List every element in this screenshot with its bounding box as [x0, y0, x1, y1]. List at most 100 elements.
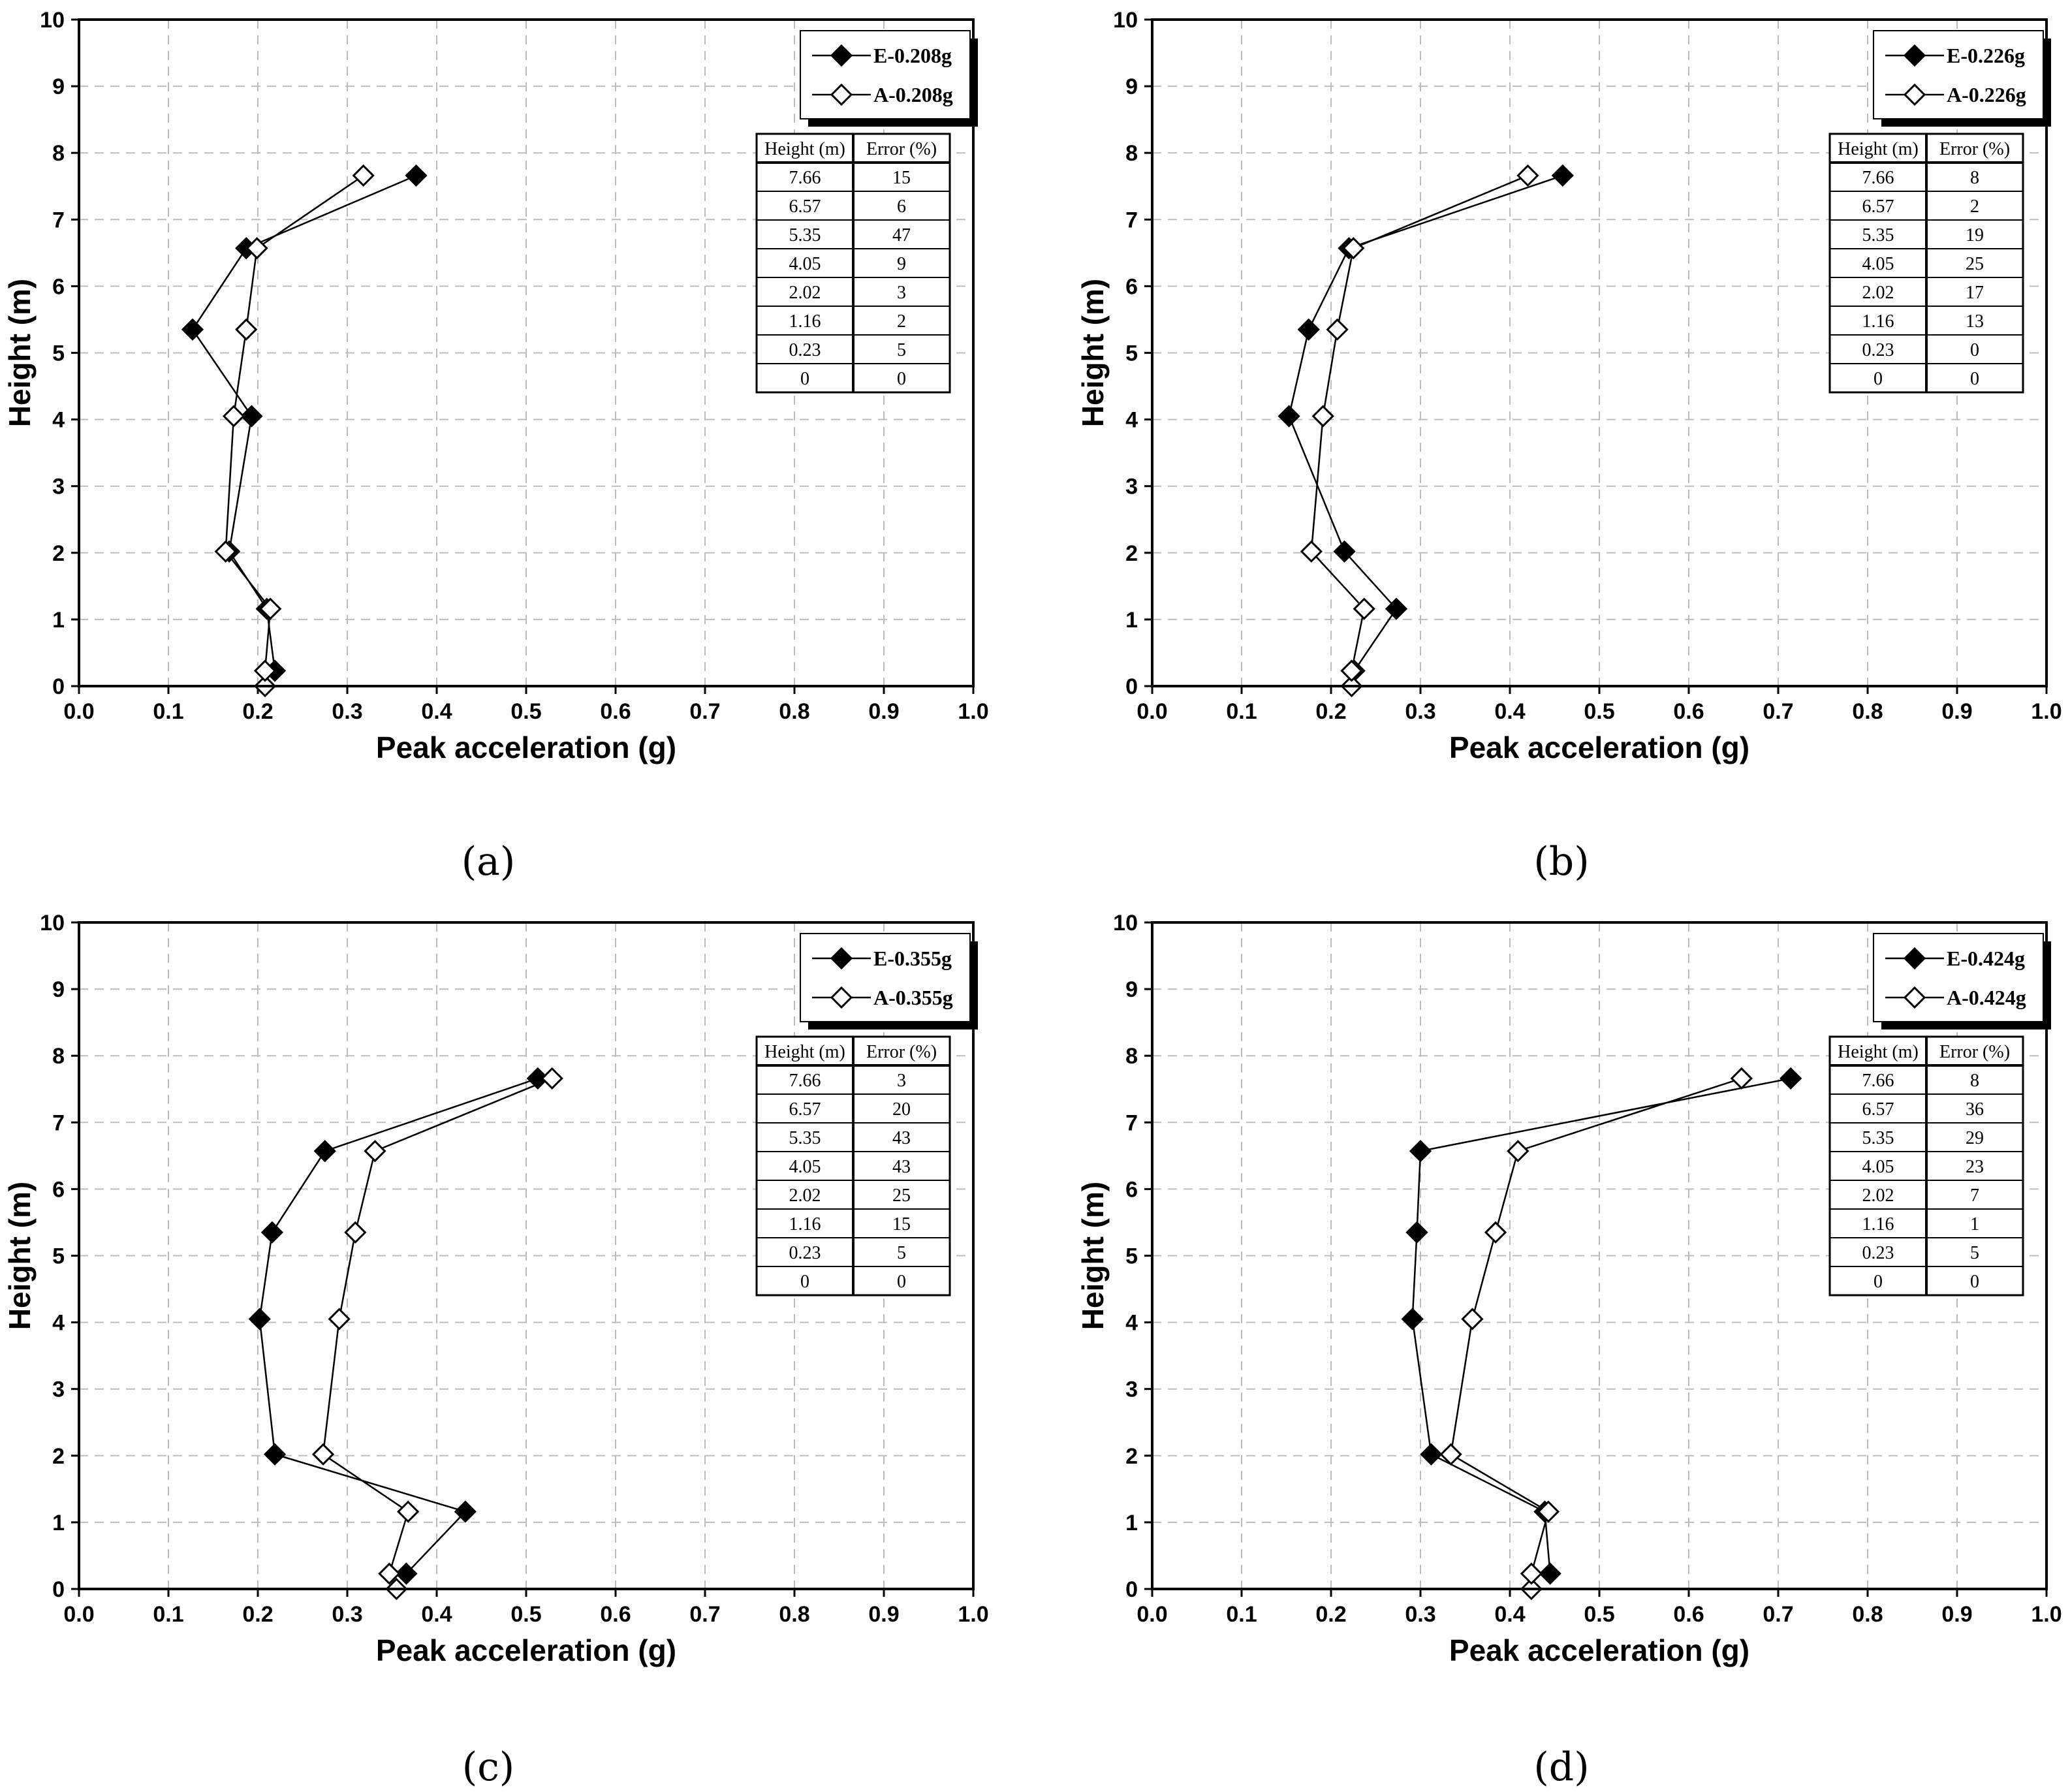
panel-caption: (c) [462, 1744, 514, 1790]
legend: E-0.208g A-0.208g [800, 30, 978, 127]
table-cell: 25 [892, 1186, 911, 1206]
y-tick-label: 6 [52, 274, 65, 299]
x-tick-label: 0.4 [421, 699, 452, 724]
y-axis-label: Height (m) [3, 279, 37, 427]
plot-frame [78, 18, 975, 687]
y-tick-label: 7 [52, 208, 65, 232]
data-point-A-0.355g [397, 1500, 420, 1523]
x-tick-label: 1.0 [958, 699, 988, 724]
table-cell: 7.66 [1862, 168, 1894, 188]
legend-label: A-0.208g [873, 83, 953, 106]
table-cell: 1.16 [1862, 311, 1894, 332]
x-tick-label: 0.9 [868, 699, 899, 724]
table-cell: 0 [1970, 369, 1979, 389]
table-cell: 5.35 [1862, 225, 1894, 245]
table-cell: 2 [897, 311, 906, 332]
data-point-E-0.355g [313, 1140, 336, 1163]
data-point-E-0.208g [405, 164, 428, 187]
y-tick-label: 4 [1125, 408, 1138, 433]
y-tick-label: 7 [52, 1110, 65, 1135]
y-tick-label: 10 [1113, 8, 1138, 33]
y-tick-label: 0 [1125, 1577, 1138, 1602]
data-point-A-0.424g [1520, 1562, 1543, 1585]
table-cell: 0 [897, 369, 906, 389]
data-point-E-0.208g [181, 318, 204, 341]
data-point-A-0.424g [1439, 1443, 1462, 1466]
y-tick-label: 5 [1125, 341, 1138, 366]
y-tick-label: 2 [52, 1444, 65, 1469]
table-cell: 0 [1970, 340, 1979, 360]
y-tick-label: 7 [1125, 1110, 1138, 1135]
x-tick-label: 0.2 [1315, 1602, 1346, 1627]
y-tick-label: 9 [52, 977, 65, 1002]
x-tick-label: 0.7 [1763, 699, 1793, 724]
x-tick-label: 0.7 [689, 1602, 720, 1627]
y-tick-label: 8 [52, 1044, 65, 1069]
y-tick-label: 6 [52, 1177, 65, 1202]
table-cell: 0 [1970, 1272, 1979, 1292]
legend-box [1873, 30, 2044, 119]
x-axis-label: Peak acceleration (g) [1449, 1633, 1749, 1667]
panel-caption: (a) [462, 839, 516, 885]
data-point-A-0.208g [253, 659, 277, 682]
table-cell: 17 [1966, 283, 1984, 303]
table-cell: 3 [897, 1071, 906, 1091]
table-cell: 0.23 [1862, 1243, 1894, 1263]
x-tick-label: 0.1 [153, 1602, 183, 1627]
x-tick-label: 0.8 [779, 1602, 809, 1627]
data-point-E-0.424g [1780, 1067, 1802, 1090]
x-tick-label: 0.9 [1941, 699, 1972, 724]
table-cell: 15 [892, 168, 911, 188]
table-header: Error (%) [866, 1042, 937, 1062]
x-tick-label: 0.0 [63, 699, 94, 724]
data-point-E-0.226g [1551, 164, 1574, 187]
table-cell: 0.23 [1862, 340, 1894, 360]
x-tick-label: 0.4 [1494, 699, 1525, 724]
legend-marker [830, 44, 853, 67]
legend-marker [1903, 986, 1926, 1009]
table-cell: 5 [1970, 1243, 1979, 1263]
y-tick-label: 2 [1125, 541, 1138, 566]
x-tick-label: 0.9 [868, 1602, 899, 1627]
y-tick-label: 3 [1125, 475, 1138, 499]
data-point-A-0.226g [1311, 405, 1334, 428]
x-tick-label: 0.5 [1584, 1602, 1614, 1627]
x-tick-label: 0.6 [1673, 1602, 1704, 1627]
table-cell: 8 [1970, 168, 1979, 188]
table-cell: 1 [1970, 1214, 1979, 1234]
plot-frame [1151, 921, 2048, 1590]
table-cell: 19 [1966, 225, 1984, 245]
data-point-E-0.355g [454, 1500, 477, 1523]
x-tick-label: 0.5 [510, 1602, 541, 1627]
x-tick-label: 0.1 [1226, 1602, 1257, 1627]
table-cell: 4.05 [789, 1157, 821, 1177]
data-point-E-0.355g [260, 1221, 284, 1244]
table-cell: 20 [892, 1099, 911, 1120]
series-line-A-0.355g [322, 1077, 553, 1590]
table-cell: 2.02 [1862, 283, 1894, 303]
series-line-A-0.208g [225, 174, 364, 686]
table-cell: 36 [1966, 1099, 1984, 1120]
table-cell: 7.66 [789, 168, 821, 188]
legend-label: E-0.226g [1947, 44, 2025, 67]
data-point-A-0.355g [378, 1562, 401, 1585]
table-cell: 0 [1874, 1272, 1883, 1292]
series-line-A-0.424g [1450, 1077, 1742, 1589]
x-tick-label: 0.6 [600, 699, 631, 724]
data-point-E-0.226g [1385, 597, 1408, 620]
data-point-A-0.424g [1484, 1221, 1507, 1244]
data-point-E-0.226g [1278, 405, 1300, 428]
table-header: Height (m) [1838, 1042, 1919, 1062]
y-axis-label: Height (m) [1076, 1182, 1110, 1330]
data-point-A-0.355g [364, 1140, 386, 1163]
y-tick-label: 3 [1125, 1377, 1138, 1402]
series-line-E-0.226g [1288, 174, 1563, 672]
table-cell: 4.05 [1862, 254, 1894, 274]
data-point-A-0.226g [1342, 237, 1365, 260]
y-tick-label: 5 [1125, 1244, 1138, 1269]
data-point-A-0.226g [1353, 597, 1375, 620]
y-tick-label: 6 [1125, 1177, 1138, 1202]
table-cell: 2.02 [789, 1186, 821, 1206]
table-header: Error (%) [1939, 139, 2010, 159]
table-cell: 6.57 [1862, 1099, 1894, 1120]
